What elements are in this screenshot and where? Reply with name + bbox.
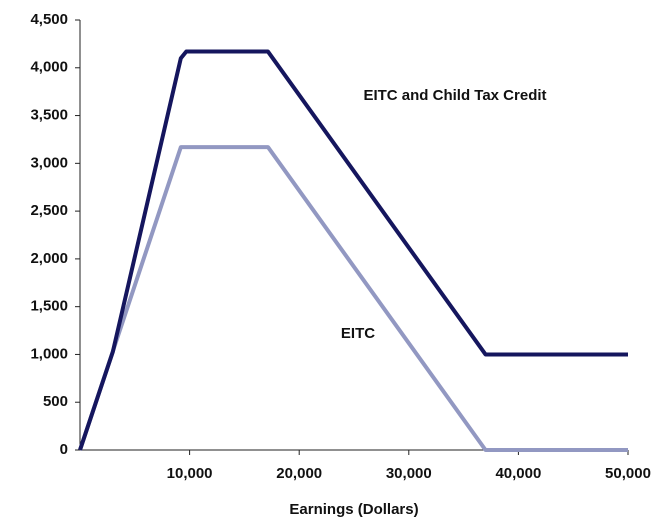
y-tick-label: 2,000 bbox=[30, 250, 68, 267]
y-tick-label: 1,500 bbox=[30, 298, 68, 315]
x-tick-label: 10,000 bbox=[167, 465, 213, 482]
x-tick-label: 40,000 bbox=[495, 465, 541, 482]
line bbox=[78, 145, 628, 452]
y-tick-label: 4,500 bbox=[30, 11, 68, 28]
y-tick-label: 3,000 bbox=[30, 154, 68, 171]
x-tick-label: 50,000 bbox=[605, 465, 651, 482]
series-label: EITC bbox=[341, 325, 375, 342]
y-tick-label: 3,500 bbox=[30, 107, 68, 124]
y-tick-label: 2,500 bbox=[30, 202, 68, 219]
y-tick-label: 4,000 bbox=[30, 59, 68, 76]
x-tick-label: 30,000 bbox=[386, 465, 432, 482]
y-tick-label: 500 bbox=[43, 393, 68, 410]
series-label: EITC and Child Tax Credit bbox=[363, 87, 546, 104]
line bbox=[78, 49, 628, 451]
y-tick-label: 0 bbox=[60, 441, 68, 458]
x-tick-label: 20,000 bbox=[276, 465, 322, 482]
y-tick-label: 1,000 bbox=[30, 345, 68, 362]
x-axis-title: Earnings (Dollars) bbox=[289, 501, 418, 518]
